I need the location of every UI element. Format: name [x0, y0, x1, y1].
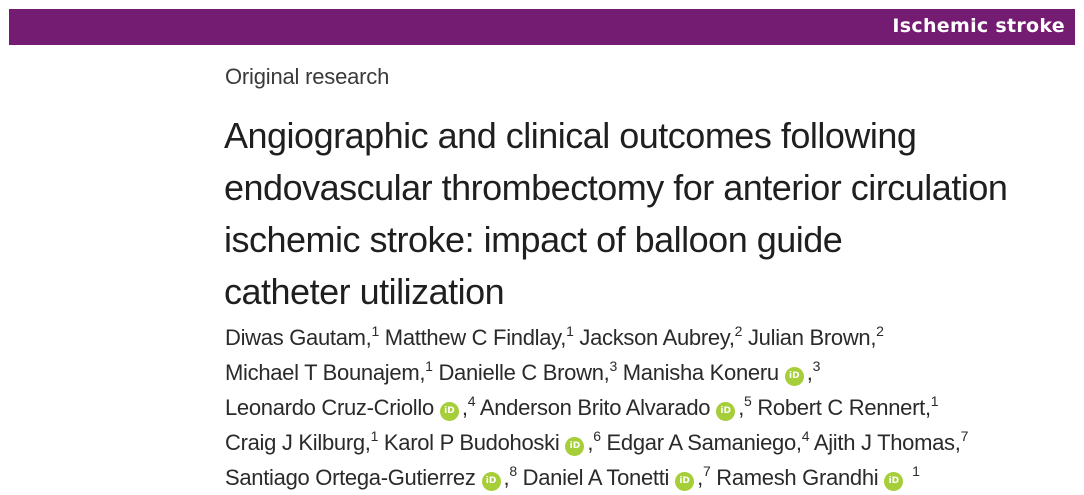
orcid-icon[interactable]: iD	[784, 367, 804, 386]
author-name[interactable]: Craig J Kilburg	[225, 430, 365, 455]
author-line: Craig J Kilburg,1 Karol P Budohoski iD ,6 …	[225, 428, 969, 456]
affiliation-marker[interactable]: 7	[960, 428, 969, 444]
author-name[interactable]: Edgar A Samaniego	[606, 430, 797, 455]
affiliation-marker[interactable]: 1	[371, 323, 379, 339]
affiliation-marker[interactable]: 1	[425, 358, 433, 374]
author-name[interactable]: Ajith J Thomas	[813, 430, 955, 455]
affiliation-marker[interactable]: 1	[566, 323, 574, 339]
author-name[interactable]: Danielle C Brown	[438, 360, 604, 385]
affiliation-marker[interactable]: 1	[912, 463, 920, 479]
author-name[interactable]: Robert C Rennert	[757, 395, 925, 420]
affiliation-marker[interactable]: 2	[876, 323, 884, 339]
affiliation-marker[interactable]: 2	[734, 323, 743, 339]
author-list: Diwas Gautam,1 Matthew C Findlay,1 Jacks…	[225, 320, 1075, 495]
orcid-icon[interactable]: iD	[675, 472, 695, 491]
author-name[interactable]: Santiago Ortega-Gutierrez	[225, 465, 476, 490]
affiliation-marker[interactable]: 1	[930, 393, 939, 409]
author-name[interactable]: Leonardo Cruz-Criollo	[225, 395, 434, 420]
author-line: Diwas Gautam,1 Matthew C Findlay,1 Jacks…	[225, 323, 884, 350]
title-line: catheter utilization	[224, 271, 505, 312]
article-type: Original research	[225, 64, 390, 89]
orcid-icon[interactable]: iD	[716, 402, 736, 421]
orcid-icon[interactable]: iD	[439, 402, 459, 421]
title-line: Angiographic and clinical outcomes follo…	[224, 115, 917, 156]
author-name[interactable]: Julian Brown	[747, 325, 871, 350]
orcid-icon[interactable]: iD	[565, 437, 585, 456]
affiliation-marker[interactable]: 7	[702, 463, 711, 479]
section-label: Ischemic stroke	[892, 15, 1065, 37]
author-name[interactable]: Manisha Koneru	[622, 360, 779, 385]
affiliation-marker[interactable]: 4	[467, 393, 476, 409]
author-name[interactable]: Matthew C Findlay	[384, 325, 561, 350]
author-name[interactable]: Michael T Bounajem	[225, 360, 420, 385]
title-line: endovascular thrombectomy for anterior c…	[224, 167, 1008, 208]
author-name[interactable]: Karol P Budohoski	[383, 430, 560, 455]
author-name[interactable]: Ramesh Grandhi	[716, 465, 879, 490]
affiliation-marker[interactable]: 5	[744, 393, 752, 409]
article-title: Angiographic and clinical outcomes follo…	[224, 110, 1074, 318]
affiliation-marker[interactable]: 6	[593, 428, 601, 444]
author-name[interactable]: Daniel A Tonetti	[522, 465, 670, 490]
affiliation-marker[interactable]: 8	[509, 463, 517, 479]
author-name[interactable]: Jackson Aubrey	[579, 325, 729, 350]
author-line: Michael T Bounajem,1 Danielle C Brown,3 …	[225, 358, 821, 386]
affiliation-marker[interactable]: 1	[370, 428, 379, 444]
author-line: Santiago Ortega-Gutierrez iD ,8 Daniel A T…	[225, 463, 920, 491]
affiliation-marker[interactable]: 3	[812, 358, 821, 374]
affiliation-marker[interactable]: 4	[801, 428, 810, 444]
author-name[interactable]: Diwas Gautam	[225, 325, 366, 350]
affiliation-marker[interactable]: 3	[609, 358, 617, 374]
orcid-icon[interactable]: iD	[884, 472, 904, 491]
title-line: ischemic stroke: impact of balloon guide	[224, 219, 843, 260]
author-line: Leonardo Cruz-Criollo iD ,4 Anderson Brito…	[225, 393, 939, 421]
section-banner: Ischemic stroke	[9, 9, 1075, 45]
orcid-icon[interactable]: iD	[481, 472, 501, 491]
author-name[interactable]: Anderson Brito Alvarado	[479, 395, 711, 420]
